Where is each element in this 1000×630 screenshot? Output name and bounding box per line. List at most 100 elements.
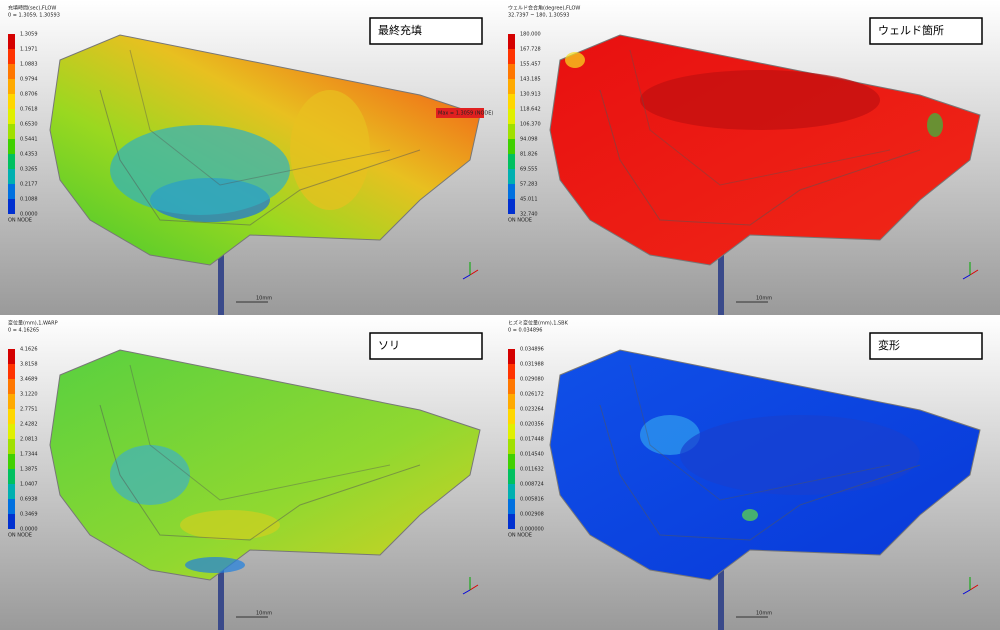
legend-tick: 0.014540 xyxy=(520,452,544,458)
legend-tick: 0.9794 xyxy=(20,77,38,83)
legend-tick: 57.283 xyxy=(520,182,538,188)
legend-tick: 0.5441 xyxy=(20,137,38,143)
legend-range: 0 = 1.3059, 1.30593 xyxy=(8,13,60,19)
legend-tick: 45.011 xyxy=(520,197,538,203)
legend-tick: 0.002908 xyxy=(520,512,544,518)
legend-tick: 0.4353 xyxy=(20,152,38,158)
part-rib xyxy=(129,364,391,501)
contour-region xyxy=(640,70,880,130)
legend-swatch xyxy=(8,469,15,484)
legend-swatch xyxy=(8,499,15,514)
result-label: ソリ xyxy=(378,339,400,352)
legend-tick: 0.7618 xyxy=(20,107,38,113)
legend-footer: ON NODE xyxy=(508,533,532,539)
legend-footer: ON NODE xyxy=(8,533,32,539)
part-rib xyxy=(629,364,891,501)
legend-swatch xyxy=(8,49,15,64)
part-rib xyxy=(629,49,891,186)
legend-swatch xyxy=(8,124,15,139)
legend-tick: 0.3469 xyxy=(20,512,38,518)
legend-swatch xyxy=(8,199,15,214)
legend-swatch xyxy=(8,109,15,124)
legend-swatch xyxy=(508,454,515,469)
legend-title: ウェルド会合角(degree),FLOW xyxy=(508,5,580,12)
legend-swatch xyxy=(8,79,15,94)
support-pin xyxy=(718,565,724,630)
contour-region xyxy=(110,125,290,215)
legend-tick: 0.2177 xyxy=(20,182,38,188)
axis-x xyxy=(469,584,479,591)
legend-tick: 1.0883 xyxy=(20,62,38,68)
legend-swatch xyxy=(508,379,515,394)
support-pin xyxy=(718,250,724,315)
legend-tick: 180.000 xyxy=(520,32,541,38)
legend-range: 0 = 0.034896 xyxy=(508,328,542,334)
support-pin xyxy=(218,565,224,630)
legend-swatch xyxy=(508,199,515,214)
legend-tick: 2.7751 xyxy=(20,407,38,413)
legend-range: 0 = 4.16265 xyxy=(8,328,39,334)
axis-z xyxy=(962,274,971,280)
legend-swatch xyxy=(508,109,515,124)
legend-tick: 1.3875 xyxy=(20,467,38,473)
axis-z xyxy=(462,589,471,595)
legend-swatch xyxy=(508,364,515,379)
legend-title: ヒズミ変位量(mm),1,SBK xyxy=(508,320,569,327)
legend-tick: 143.185 xyxy=(520,77,541,83)
axis-z xyxy=(962,589,971,595)
legend-range: 32.7397 ~ 180, 1.30593 xyxy=(508,13,569,19)
legend-swatch xyxy=(8,439,15,454)
contour-region xyxy=(110,445,190,505)
legend-swatch xyxy=(508,499,515,514)
legend-swatch xyxy=(8,484,15,499)
legend-title: 変位量(mm),1,WARP xyxy=(8,320,58,327)
legend-tick: 0.8706 xyxy=(20,92,38,98)
part-rib xyxy=(599,404,921,541)
contour-region xyxy=(180,510,280,540)
scale-label: 10mm xyxy=(756,611,772,617)
legend-tick: 0.029080 xyxy=(520,377,544,383)
legend-tick: 0.0000 xyxy=(20,212,38,218)
legend-tick: 2.0813 xyxy=(20,437,38,443)
legend-tick: 118.642 xyxy=(520,107,541,113)
legend-swatch xyxy=(8,169,15,184)
support-pin xyxy=(218,250,224,315)
legend-swatch xyxy=(8,94,15,109)
scale-label: 10mm xyxy=(256,296,272,302)
scale-label: 10mm xyxy=(756,296,772,302)
legend-tick: 0.031988 xyxy=(520,362,544,368)
legend-tick: 0.023264 xyxy=(520,407,544,413)
legend-tick: 0.0000 xyxy=(20,527,38,533)
legend-swatch xyxy=(508,94,515,109)
legend-swatch xyxy=(508,439,515,454)
scale-label: 10mm xyxy=(256,611,272,617)
label-box xyxy=(869,17,983,45)
legend-tick: 32.740 xyxy=(520,212,538,218)
axis-z xyxy=(462,274,471,280)
legend-tick: 155.457 xyxy=(520,62,541,68)
contour-region xyxy=(185,557,245,573)
legend-swatch xyxy=(8,184,15,199)
legend-tick: 81.826 xyxy=(520,152,538,158)
part-rib xyxy=(599,89,921,226)
legend-swatch xyxy=(508,184,515,199)
legend-swatch xyxy=(8,454,15,469)
label-box xyxy=(869,332,983,360)
legend-tick: 69.555 xyxy=(520,167,538,173)
legend-title: 充填時間(sec),FLOW xyxy=(8,5,56,12)
label-box xyxy=(369,17,483,45)
legend-swatch xyxy=(508,169,515,184)
legend-swatch xyxy=(8,64,15,79)
legend-tick: 0.1088 xyxy=(20,197,38,203)
legend-swatch xyxy=(8,424,15,439)
legend-tick: 0.008724 xyxy=(520,482,544,488)
result-label: 変形 xyxy=(878,338,900,352)
legend-swatch xyxy=(508,484,515,499)
legend-swatch xyxy=(508,124,515,139)
part-rib xyxy=(129,49,391,186)
legend-swatch xyxy=(508,79,515,94)
legend-swatch xyxy=(508,154,515,169)
